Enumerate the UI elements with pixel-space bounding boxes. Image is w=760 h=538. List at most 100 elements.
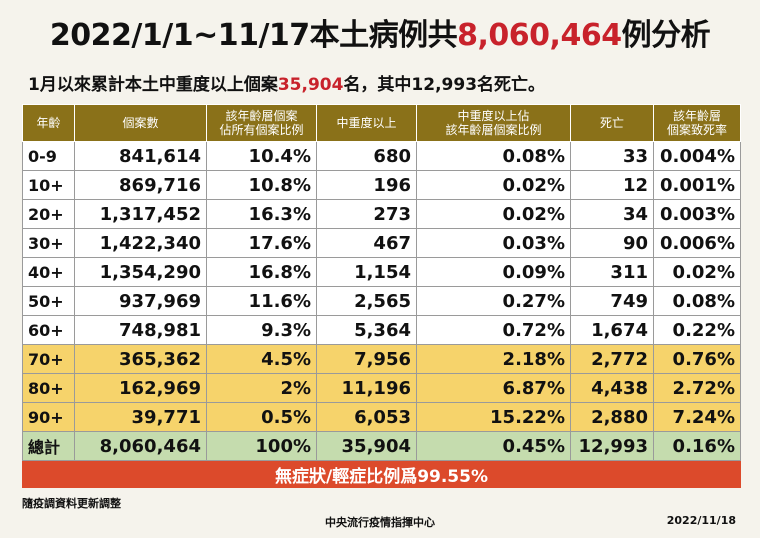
cell-share: 100% <box>206 431 317 461</box>
cell-cases: 8,060,464 <box>74 431 207 461</box>
cell-deaths: 311 <box>570 257 654 287</box>
cell-age: 10+ <box>22 170 75 200</box>
title-suffix: 例分析 <box>621 18 711 53</box>
footer-note: 隨疫調資料更新調整 <box>22 497 121 510</box>
cell-severe-rate: 0.09% <box>416 257 571 287</box>
cell-severe-rate: 0.45% <box>416 431 571 461</box>
age-analysis-table: 年齡 個案數 該年齡層個案 佔所有個案比例 中重度以上 中重度以上佔 該年齡層個… <box>22 104 741 488</box>
table-row: 90+ 39,771 0.5% 6,053 15.22% 2,880 7.24% <box>22 402 741 432</box>
cell-fatality: 2.72% <box>653 373 741 403</box>
cell-cases: 841,614 <box>74 141 207 171</box>
cell-age: 80+ <box>22 373 75 403</box>
cell-share: 11.6% <box>206 286 317 316</box>
page-title: 2022/1/1~11/17本土病例共8,060,464例分析 <box>0 10 760 54</box>
cell-severe: 1,154 <box>316 257 417 287</box>
cell-deaths: 2,880 <box>570 402 654 432</box>
table-header-row: 年齡 個案數 該年齡層個案 佔所有個案比例 中重度以上 中重度以上佔 該年齡層個… <box>22 104 741 142</box>
subtitle-prefix: 1月以來累計本土中重度以上個案 <box>28 75 278 95</box>
cell-cases: 365,362 <box>74 344 207 374</box>
cell-share: 9.3% <box>206 315 317 345</box>
cell-deaths: 12,993 <box>570 431 654 461</box>
banner-row: 無症狀/輕症比例爲99.55% <box>22 460 741 488</box>
title-case-count: 8,060,464 <box>457 18 622 53</box>
table-row: 60+ 748,981 9.3% 5,364 0.72% 1,674 0.22% <box>22 315 741 345</box>
cell-severe: 11,196 <box>316 373 417 403</box>
cell-severe-rate: 0.02% <box>416 199 571 229</box>
cell-share: 16.8% <box>206 257 317 287</box>
cell-severe: 680 <box>316 141 417 171</box>
cell-age: 60+ <box>22 315 75 345</box>
cell-share: 0.5% <box>206 402 317 432</box>
cell-share: 10.4% <box>206 141 317 171</box>
table-row: 10+ 869,716 10.8% 196 0.02% 12 0.001% <box>22 170 741 200</box>
cell-fatality: 0.001% <box>653 170 741 200</box>
cell-deaths: 34 <box>570 199 654 229</box>
subtitle-severe-count: 35,904 <box>277 75 344 95</box>
cell-age: 0-9 <box>22 141 75 171</box>
cell-deaths: 2,772 <box>570 344 654 374</box>
page-subtitle: 1月以來累計本土中重度以上個案35,904名，其中12,993名死亡。 <box>28 70 738 95</box>
cell-age: 70+ <box>22 344 75 374</box>
cell-deaths: 749 <box>570 286 654 316</box>
footer-org: 中央流行疫情指揮中心 <box>325 516 435 529</box>
cell-fatality: 0.004% <box>653 141 741 171</box>
table-row: 70+ 365,362 4.5% 7,956 2.18% 2,772 0.76% <box>22 344 741 374</box>
cell-deaths: 33 <box>570 141 654 171</box>
cell-severe: 273 <box>316 199 417 229</box>
cell-share: 2% <box>206 373 317 403</box>
cell-severe-rate: 6.87% <box>416 373 571 403</box>
cell-severe: 467 <box>316 228 417 258</box>
cell-share: 17.6% <box>206 228 317 258</box>
cell-severe: 196 <box>316 170 417 200</box>
header-age: 年齡 <box>22 104 75 142</box>
cell-severe: 6,053 <box>316 402 417 432</box>
cell-age: 20+ <box>22 199 75 229</box>
cell-severe-rate: 0.27% <box>416 286 571 316</box>
cell-cases: 937,969 <box>74 286 207 316</box>
cell-fatality: 0.003% <box>653 199 741 229</box>
cell-fatality: 0.08% <box>653 286 741 316</box>
cell-deaths: 4,438 <box>570 373 654 403</box>
header-severe: 中重度以上 <box>316 104 417 142</box>
cell-age: 90+ <box>22 402 75 432</box>
cell-severe: 7,956 <box>316 344 417 374</box>
cell-fatality: 0.16% <box>653 431 741 461</box>
table-row: 30+ 1,422,340 17.6% 467 0.03% 90 0.006% <box>22 228 741 258</box>
header-fatality: 該年齡層 個案致死率 <box>653 104 741 142</box>
cell-cases: 1,317,452 <box>74 199 207 229</box>
subtitle-suffix: 名，其中12,993名死亡。 <box>343 75 546 95</box>
cell-age: 總計 <box>22 431 75 461</box>
table-row: 40+ 1,354,290 16.8% 1,154 0.09% 311 0.02% <box>22 257 741 287</box>
cell-severe: 5,364 <box>316 315 417 345</box>
cell-cases: 1,422,340 <box>74 228 207 258</box>
cell-severe-rate: 0.02% <box>416 170 571 200</box>
header-share: 該年齡層個案 佔所有個案比例 <box>206 104 317 142</box>
header-severe-rate: 中重度以上佔 該年齡層個案比例 <box>416 104 571 142</box>
cell-age: 50+ <box>22 286 75 316</box>
cell-fatality: 0.006% <box>653 228 741 258</box>
cell-age: 40+ <box>22 257 75 287</box>
cell-fatality: 0.22% <box>653 315 741 345</box>
cell-deaths: 1,674 <box>570 315 654 345</box>
cell-fatality: 0.76% <box>653 344 741 374</box>
cell-severe: 35,904 <box>316 431 417 461</box>
cell-fatality: 7.24% <box>653 402 741 432</box>
table-row: 20+ 1,317,452 16.3% 273 0.02% 34 0.003% <box>22 199 741 229</box>
title-prefix: 2022/1/1~11/17本土病例共 <box>49 18 458 53</box>
cell-share: 4.5% <box>206 344 317 374</box>
table-row: 50+ 937,969 11.6% 2,565 0.27% 749 0.08% <box>22 286 741 316</box>
table-row: 0-9 841,614 10.4% 680 0.08% 33 0.004% <box>22 141 741 171</box>
total-row: 總計 8,060,464 100% 35,904 0.45% 12,993 0.16% <box>22 431 741 461</box>
cell-cases: 1,354,290 <box>74 257 207 287</box>
cell-deaths: 12 <box>570 170 654 200</box>
header-deaths: 死亡 <box>570 104 654 142</box>
cell-cases: 39,771 <box>74 402 207 432</box>
cell-severe-rate: 15.22% <box>416 402 571 432</box>
cell-cases: 748,981 <box>74 315 207 345</box>
footer-date: 2022/11/18 <box>666 514 736 527</box>
cell-share: 10.8% <box>206 170 317 200</box>
cell-cases: 869,716 <box>74 170 207 200</box>
table-row: 80+ 162,969 2% 11,196 6.87% 4,438 2.72% <box>22 373 741 403</box>
cell-severe-rate: 2.18% <box>416 344 571 374</box>
cell-cases: 162,969 <box>74 373 207 403</box>
